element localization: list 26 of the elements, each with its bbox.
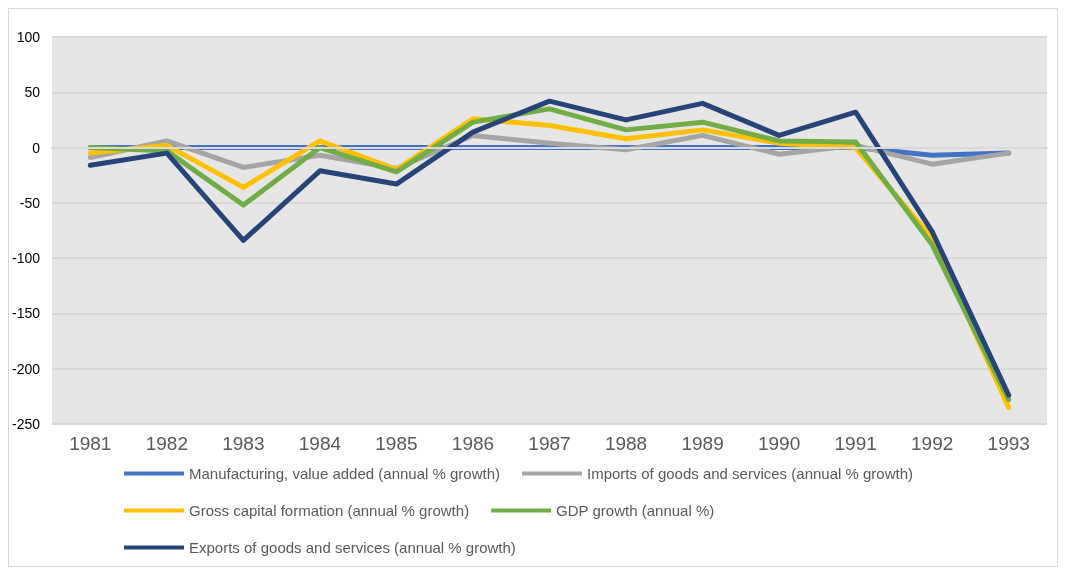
y-tick-label: -50: [19, 194, 41, 211]
y-tick-label: -150: [11, 305, 41, 322]
x-tick-label: 1985: [375, 433, 418, 454]
x-tick-label: 1983: [222, 433, 265, 454]
x-tick-label: 1986: [451, 433, 495, 454]
y-tick-label: 100: [16, 29, 41, 45]
legend-label: Exports of goods and services (annual % growth): [189, 539, 516, 556]
y-tick-label: -200: [11, 360, 41, 377]
legend-label: GDP growth (annual %): [556, 502, 715, 519]
legend-label: Imports of goods and services (annual % growth): [587, 465, 914, 482]
y-tick-label: -250: [11, 416, 41, 432]
y-tick-label: 50: [24, 84, 41, 101]
x-tick-label: 1981: [69, 433, 112, 454]
legend-label: Gross capital formation (annual % growth): [189, 502, 470, 519]
x-tick-label: 1984: [298, 433, 342, 454]
y-tick-label: 0: [32, 139, 41, 156]
y-tick-label: -100: [11, 250, 41, 267]
x-tick-label: 1990: [757, 433, 801, 454]
x-tick-label: 1991: [834, 433, 877, 454]
x-tick-label: 1988: [604, 433, 648, 454]
x-tick-label: 1992: [911, 433, 954, 454]
x-tick-label: 1987: [528, 433, 571, 454]
x-tick-label: 1993: [987, 433, 1030, 454]
x-tick-label: 1982: [145, 433, 188, 454]
legend-label: Manufacturing, value added (annual % growth): [189, 465, 501, 482]
x-tick-label: 1989: [681, 433, 724, 454]
